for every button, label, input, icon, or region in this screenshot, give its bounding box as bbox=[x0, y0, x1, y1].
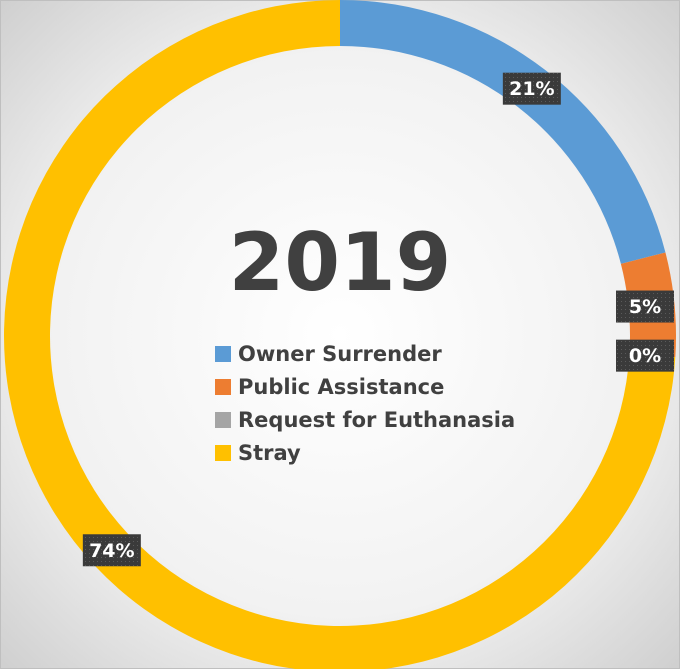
legend-label: Owner Surrender bbox=[238, 342, 442, 366]
data-label: 0% bbox=[629, 345, 661, 367]
legend-swatch bbox=[215, 379, 231, 395]
legend-label: Stray bbox=[238, 441, 301, 465]
label-box bbox=[82, 534, 141, 567]
label-box bbox=[502, 72, 561, 105]
data-label: 5% bbox=[629, 296, 661, 318]
legend-swatch bbox=[215, 346, 231, 362]
label-box bbox=[616, 339, 674, 372]
label-box bbox=[616, 290, 674, 323]
legend-swatch bbox=[215, 445, 231, 461]
legend-label: Public Assistance bbox=[238, 375, 444, 399]
legend-swatch bbox=[215, 412, 231, 428]
chart-title: 2019 bbox=[229, 216, 452, 309]
data-label: 74% bbox=[89, 540, 134, 562]
slice bbox=[340, 0, 666, 264]
data-label: 21% bbox=[509, 78, 554, 100]
legend-label: Request for Euthanasia bbox=[238, 408, 515, 432]
